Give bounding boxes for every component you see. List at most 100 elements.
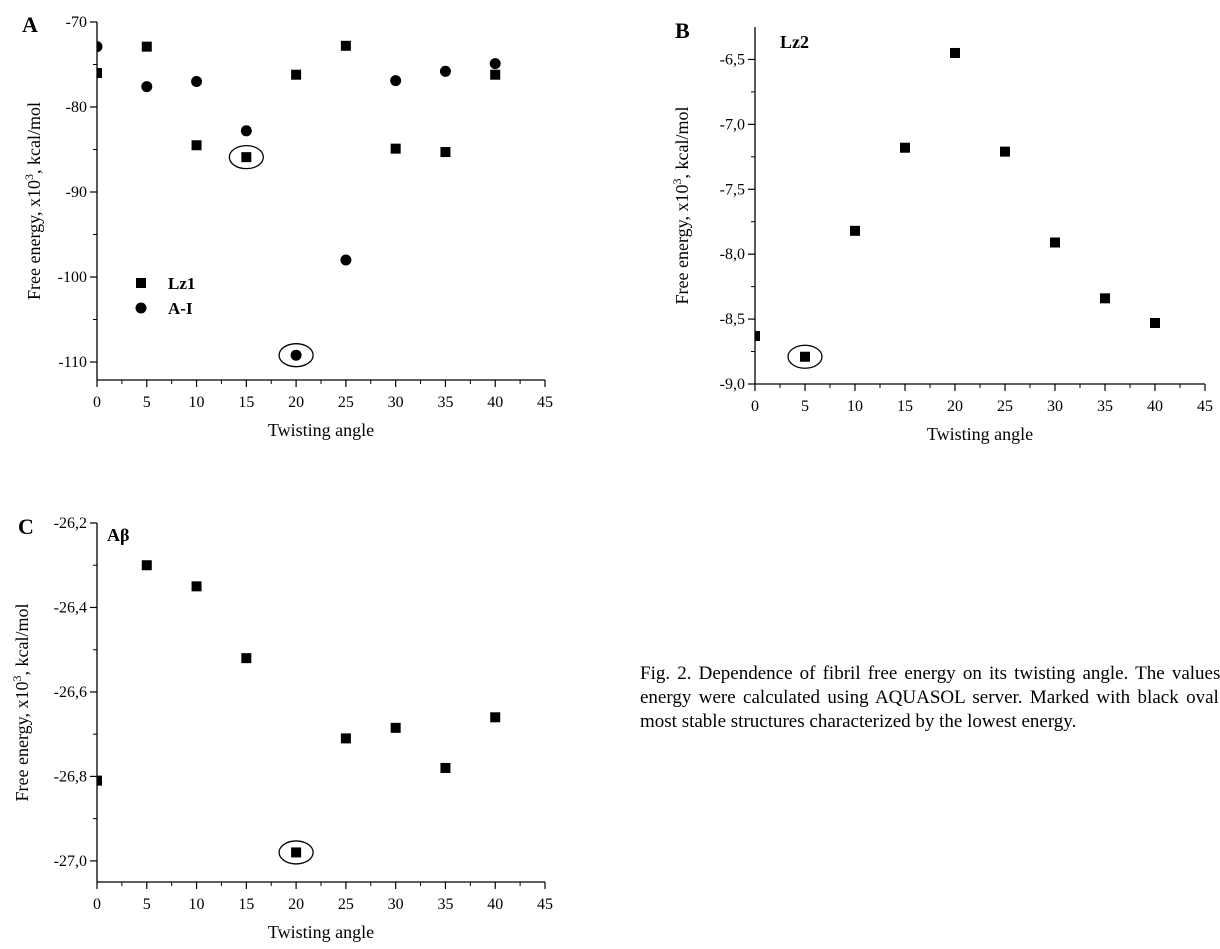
data-point-circle: [191, 76, 202, 87]
data-point-square: [1050, 237, 1060, 247]
y-tick-label: -100: [58, 269, 87, 286]
plot-points: [750, 48, 1160, 362]
data-point-square: [391, 723, 401, 733]
x-tick-label: 20: [288, 896, 304, 913]
x-axis-title: Twisting angle: [927, 424, 1033, 444]
x-tick-label: 45: [1197, 398, 1213, 415]
x-tick-label: 25: [338, 394, 354, 411]
plot-points: [92, 560, 500, 857]
y-tick-label: -7,0: [720, 116, 745, 133]
x-axis-title: Twisting angle: [268, 420, 374, 440]
y-axis-title-tail: , kcal/mol: [12, 604, 32, 676]
x-tick-label: 40: [487, 896, 503, 913]
data-point-square: [142, 42, 152, 52]
figure-caption: Fig. 2. Dependence of fibril free energy…: [640, 662, 1220, 734]
x-tick-label: 10: [847, 398, 863, 415]
x-tick-label: 15: [238, 394, 254, 411]
x-tick-label: 10: [189, 394, 205, 411]
data-point-square: [440, 147, 450, 157]
data-point-square: [440, 763, 450, 773]
x-tick-label: 30: [1047, 398, 1063, 415]
data-point-square: [750, 331, 760, 341]
data-point-square: [192, 140, 202, 150]
data-point-circle: [490, 58, 501, 69]
x-tick-label: 5: [143, 394, 151, 411]
data-point-circle: [291, 350, 302, 361]
chart-panel-c: C 0 5 10 15 20 25 30 35 40 45 -26,2 -26,4 -26,6 -26,8 -…: [10, 514, 553, 942]
legend-label: Lz1: [168, 274, 195, 293]
x-tick-label: 25: [338, 896, 354, 913]
data-point-square: [490, 712, 500, 722]
data-point-square: [92, 68, 102, 78]
x-tick-label: 0: [93, 896, 101, 913]
data-point-square: [291, 70, 301, 80]
x-tick-label: 0: [93, 394, 101, 411]
legend-label: A-I: [168, 299, 193, 318]
x-tick-label: 45: [537, 394, 553, 411]
legend-marker: [136, 278, 146, 288]
panel-letter: C: [18, 514, 34, 539]
data-point-circle: [141, 81, 152, 92]
data-point-square: [92, 776, 102, 786]
legend-marker: [136, 303, 147, 314]
data-point-square: [241, 152, 251, 162]
data-point-square: [850, 226, 860, 236]
y-tick-label: -110: [58, 354, 87, 371]
x-tick-label: 35: [437, 394, 453, 411]
x-tick-label: 5: [801, 398, 809, 415]
y-axis-title: Free energy, x103, kcal/mol: [22, 102, 44, 300]
data-point-circle: [440, 66, 451, 77]
data-point-square: [341, 733, 351, 743]
chart-panel-a: A 0 5 10 15 20 25 30 35 40 45 -70 -80 -90 -100 -110 Twis…: [22, 12, 553, 440]
y-tick-label: -26,2: [54, 515, 87, 532]
data-point-square: [192, 581, 202, 591]
panel-letter: A: [22, 12, 38, 37]
y-tick-label: -7,5: [720, 181, 745, 198]
data-point-circle: [241, 125, 252, 136]
x-tick-label: 40: [487, 394, 503, 411]
data-point-square: [1150, 318, 1160, 328]
data-point-square: [900, 143, 910, 153]
data-point-square: [142, 560, 152, 570]
x-tick-label: 20: [947, 398, 963, 415]
y-tick-label: -6,5: [720, 51, 745, 68]
y-tick-label: -26,6: [54, 684, 87, 701]
series-label: Lz2: [780, 32, 809, 52]
x-tick-label: 35: [1097, 398, 1113, 415]
data-point-square: [950, 48, 960, 58]
data-point-square: [1100, 293, 1110, 303]
x-tick-label: 20: [288, 394, 304, 411]
y-tick-label: -9,0: [720, 376, 745, 393]
x-tick-label: 35: [437, 896, 453, 913]
data-point-square: [241, 653, 251, 663]
y-axis-title-main: Free energy, x10: [24, 180, 44, 300]
y-tick-label: -8,0: [720, 246, 745, 263]
y-tick-label: -27,0: [54, 853, 87, 870]
data-point-circle: [92, 41, 103, 52]
x-tick-label: 15: [897, 398, 913, 415]
y-axis-title: Free energy, x103, kcal/mol: [10, 604, 32, 802]
y-tick-label: -70: [66, 14, 87, 31]
x-tick-label: 30: [388, 896, 404, 913]
panel-letter: B: [675, 18, 690, 43]
data-point-square: [800, 352, 810, 362]
data-point-square: [341, 41, 351, 51]
data-point-square: [490, 70, 500, 80]
x-tick-label: 45: [537, 896, 553, 913]
plot-points: [92, 41, 501, 361]
y-axis-title-main: Free energy, x10: [12, 682, 32, 802]
y-axis-title-tail: , kcal/mol: [672, 107, 692, 179]
y-tick-label: -26,8: [54, 768, 87, 785]
y-tick-label: -8,5: [720, 311, 745, 328]
y-tick-label: -80: [66, 99, 87, 116]
y-axis-title: Free energy, x103, kcal/mol: [670, 107, 692, 305]
data-point-square: [391, 144, 401, 154]
y-axis-title-tail: , kcal/mol: [24, 102, 44, 174]
x-tick-label: 15: [238, 896, 254, 913]
y-tick-label: -90: [66, 184, 87, 201]
chart-panel-b: B 0 5 10 15 20 25 30 35 40 45 -6,5 -7,0 -7,5 -8,0 -8,5 -…: [670, 18, 1213, 444]
data-point-circle: [390, 75, 401, 86]
data-point-square: [1000, 147, 1010, 157]
